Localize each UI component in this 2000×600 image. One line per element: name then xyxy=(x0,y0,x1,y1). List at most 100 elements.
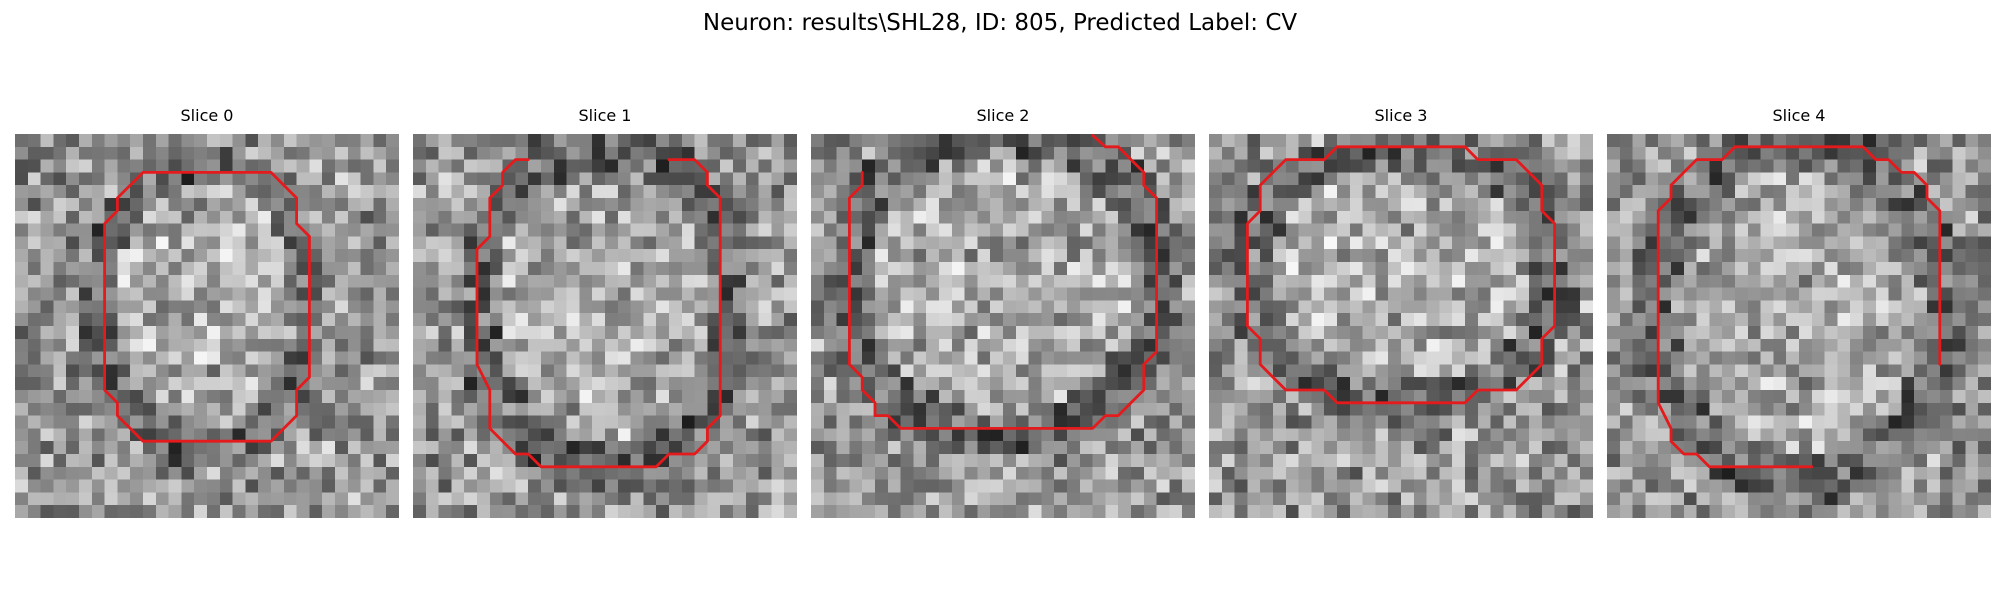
image-pixel xyxy=(1067,249,1081,263)
image-pixel xyxy=(630,159,644,173)
image-pixel xyxy=(784,351,797,365)
image-pixel xyxy=(733,402,747,416)
image-pixel xyxy=(1888,338,1902,352)
image-pixel xyxy=(758,415,772,429)
image-pixel xyxy=(1015,236,1029,250)
image-pixel xyxy=(964,479,978,493)
image-pixel xyxy=(707,390,721,404)
image-pixel xyxy=(502,351,516,365)
image-pixel xyxy=(1439,300,1453,314)
image-pixel xyxy=(720,210,734,224)
image-pixel xyxy=(1324,402,1338,416)
image-pixel xyxy=(541,428,555,442)
image-pixel xyxy=(1182,415,1195,429)
image-pixel xyxy=(528,274,542,288)
image-pixel xyxy=(1465,274,1479,288)
image-pixel xyxy=(1311,415,1325,429)
image-pixel xyxy=(181,390,195,404)
image-pixel xyxy=(143,338,157,352)
image-pixel xyxy=(887,390,901,404)
image-pixel xyxy=(926,274,940,288)
image-pixel xyxy=(669,210,683,224)
image-pixel xyxy=(1658,210,1672,224)
image-pixel xyxy=(1209,415,1223,429)
image-pixel xyxy=(232,326,246,340)
image-pixel xyxy=(1465,338,1479,352)
image-pixel xyxy=(745,326,759,340)
image-pixel xyxy=(990,479,1004,493)
image-pixel xyxy=(1015,287,1029,301)
image-pixel xyxy=(219,390,233,404)
image-pixel xyxy=(1247,479,1261,493)
image-pixel xyxy=(1824,146,1838,160)
image-pixel xyxy=(720,428,734,442)
image-pixel xyxy=(1671,390,1685,404)
image-pixel xyxy=(875,377,889,391)
image-pixel xyxy=(219,198,233,212)
image-pixel xyxy=(605,351,619,365)
image-pixel xyxy=(347,338,361,352)
image-pixel xyxy=(1901,262,1915,276)
image-pixel xyxy=(1567,377,1581,391)
image-pixel xyxy=(1015,172,1029,186)
image-pixel xyxy=(771,428,785,442)
image-pixel xyxy=(40,441,54,455)
image-pixel xyxy=(1683,479,1697,493)
image-pixel xyxy=(528,428,542,442)
image-pixel xyxy=(1529,492,1543,506)
image-pixel xyxy=(1028,415,1042,429)
image-pixel xyxy=(502,454,516,468)
image-pixel xyxy=(53,185,67,199)
image-pixel xyxy=(1850,134,1864,148)
image-pixel xyxy=(1541,249,1555,263)
image-pixel xyxy=(1156,479,1170,493)
image-pixel xyxy=(1850,364,1864,378)
image-pixel xyxy=(1143,492,1157,506)
image-pixel xyxy=(117,428,131,442)
image-pixel xyxy=(104,326,118,340)
image-pixel xyxy=(1079,428,1093,442)
image-pixel xyxy=(605,172,619,186)
image-pixel xyxy=(605,223,619,237)
image-pixel xyxy=(1401,134,1415,148)
image-pixel xyxy=(1914,249,1928,263)
image-pixel xyxy=(438,351,452,365)
image-pixel xyxy=(681,172,695,186)
image-pixel xyxy=(1952,198,1966,212)
image-pixel xyxy=(1452,262,1466,276)
image-pixel xyxy=(296,390,310,404)
image-pixel xyxy=(926,313,940,327)
image-pixel xyxy=(1875,198,1889,212)
image-pixel xyxy=(1311,134,1325,148)
image-pixel xyxy=(617,262,631,276)
image-pixel xyxy=(1118,210,1132,224)
image-pixel xyxy=(1619,505,1633,518)
image-pixel xyxy=(1503,454,1517,468)
image-pixel xyxy=(15,236,29,250)
image-pixel xyxy=(1645,377,1659,391)
image-pixel xyxy=(605,210,619,224)
image-pixel xyxy=(1786,364,1800,378)
image-pixel xyxy=(1567,300,1581,314)
image-pixel xyxy=(1722,492,1736,506)
image-pixel xyxy=(1952,454,1966,468)
image-pixel xyxy=(245,185,259,199)
image-pixel xyxy=(53,505,67,518)
image-pixel xyxy=(1426,390,1440,404)
image-pixel xyxy=(386,146,399,160)
image-pixel xyxy=(1516,402,1530,416)
image-pixel xyxy=(951,185,965,199)
image-pixel xyxy=(1182,441,1195,455)
image-pixel xyxy=(425,210,439,224)
image-pixel xyxy=(1632,172,1646,186)
image-pixel xyxy=(1722,364,1736,378)
image-pixel xyxy=(541,377,555,391)
image-pixel xyxy=(1760,454,1774,468)
image-pixel xyxy=(733,198,747,212)
image-pixel xyxy=(964,326,978,340)
image-pixel xyxy=(1452,466,1466,480)
image-pixel xyxy=(194,454,208,468)
image-pixel xyxy=(1799,479,1813,493)
image-pixel xyxy=(1182,505,1195,518)
image-pixel xyxy=(451,364,465,378)
